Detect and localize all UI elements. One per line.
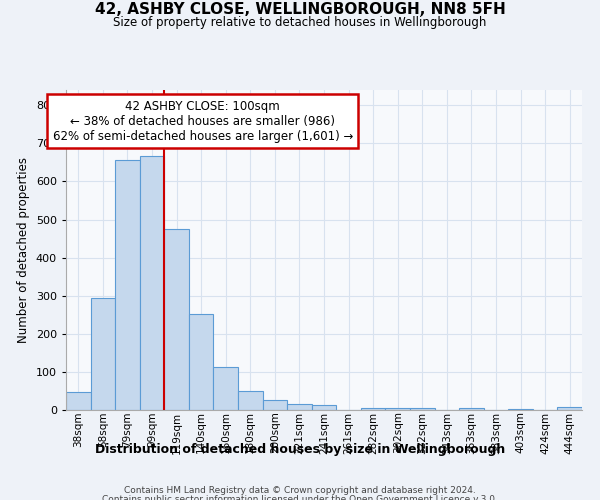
Bar <box>263 400 287 410</box>
Bar <box>189 314 214 410</box>
Text: Distribution of detached houses by size in Wellingborough: Distribution of detached houses by size … <box>95 442 505 456</box>
Text: Contains HM Land Registry data © Crown copyright and database right 2024.: Contains HM Land Registry data © Crown c… <box>124 486 476 495</box>
Bar <box>312 405 336 410</box>
Bar <box>508 409 533 410</box>
Bar <box>410 408 434 410</box>
Y-axis label: Number of detached properties: Number of detached properties <box>17 157 30 343</box>
Bar <box>115 160 140 410</box>
Bar <box>385 408 410 410</box>
Text: Contains public sector information licensed under the Open Government Licence v.: Contains public sector information licen… <box>102 495 498 500</box>
Bar <box>459 408 484 410</box>
Text: 42, ASHBY CLOSE, WELLINGBOROUGH, NN8 5FH: 42, ASHBY CLOSE, WELLINGBOROUGH, NN8 5FH <box>95 2 505 18</box>
Bar <box>164 229 189 410</box>
Bar <box>287 404 312 410</box>
Bar <box>91 298 115 410</box>
Text: Size of property relative to detached houses in Wellingborough: Size of property relative to detached ho… <box>113 16 487 29</box>
Bar <box>214 367 238 410</box>
Bar <box>66 392 91 410</box>
Bar <box>238 391 263 410</box>
Text: 42 ASHBY CLOSE: 100sqm
← 38% of detached houses are smaller (986)
62% of semi-de: 42 ASHBY CLOSE: 100sqm ← 38% of detached… <box>53 100 353 142</box>
Bar <box>140 156 164 410</box>
Bar <box>361 408 385 410</box>
Bar <box>557 408 582 410</box>
